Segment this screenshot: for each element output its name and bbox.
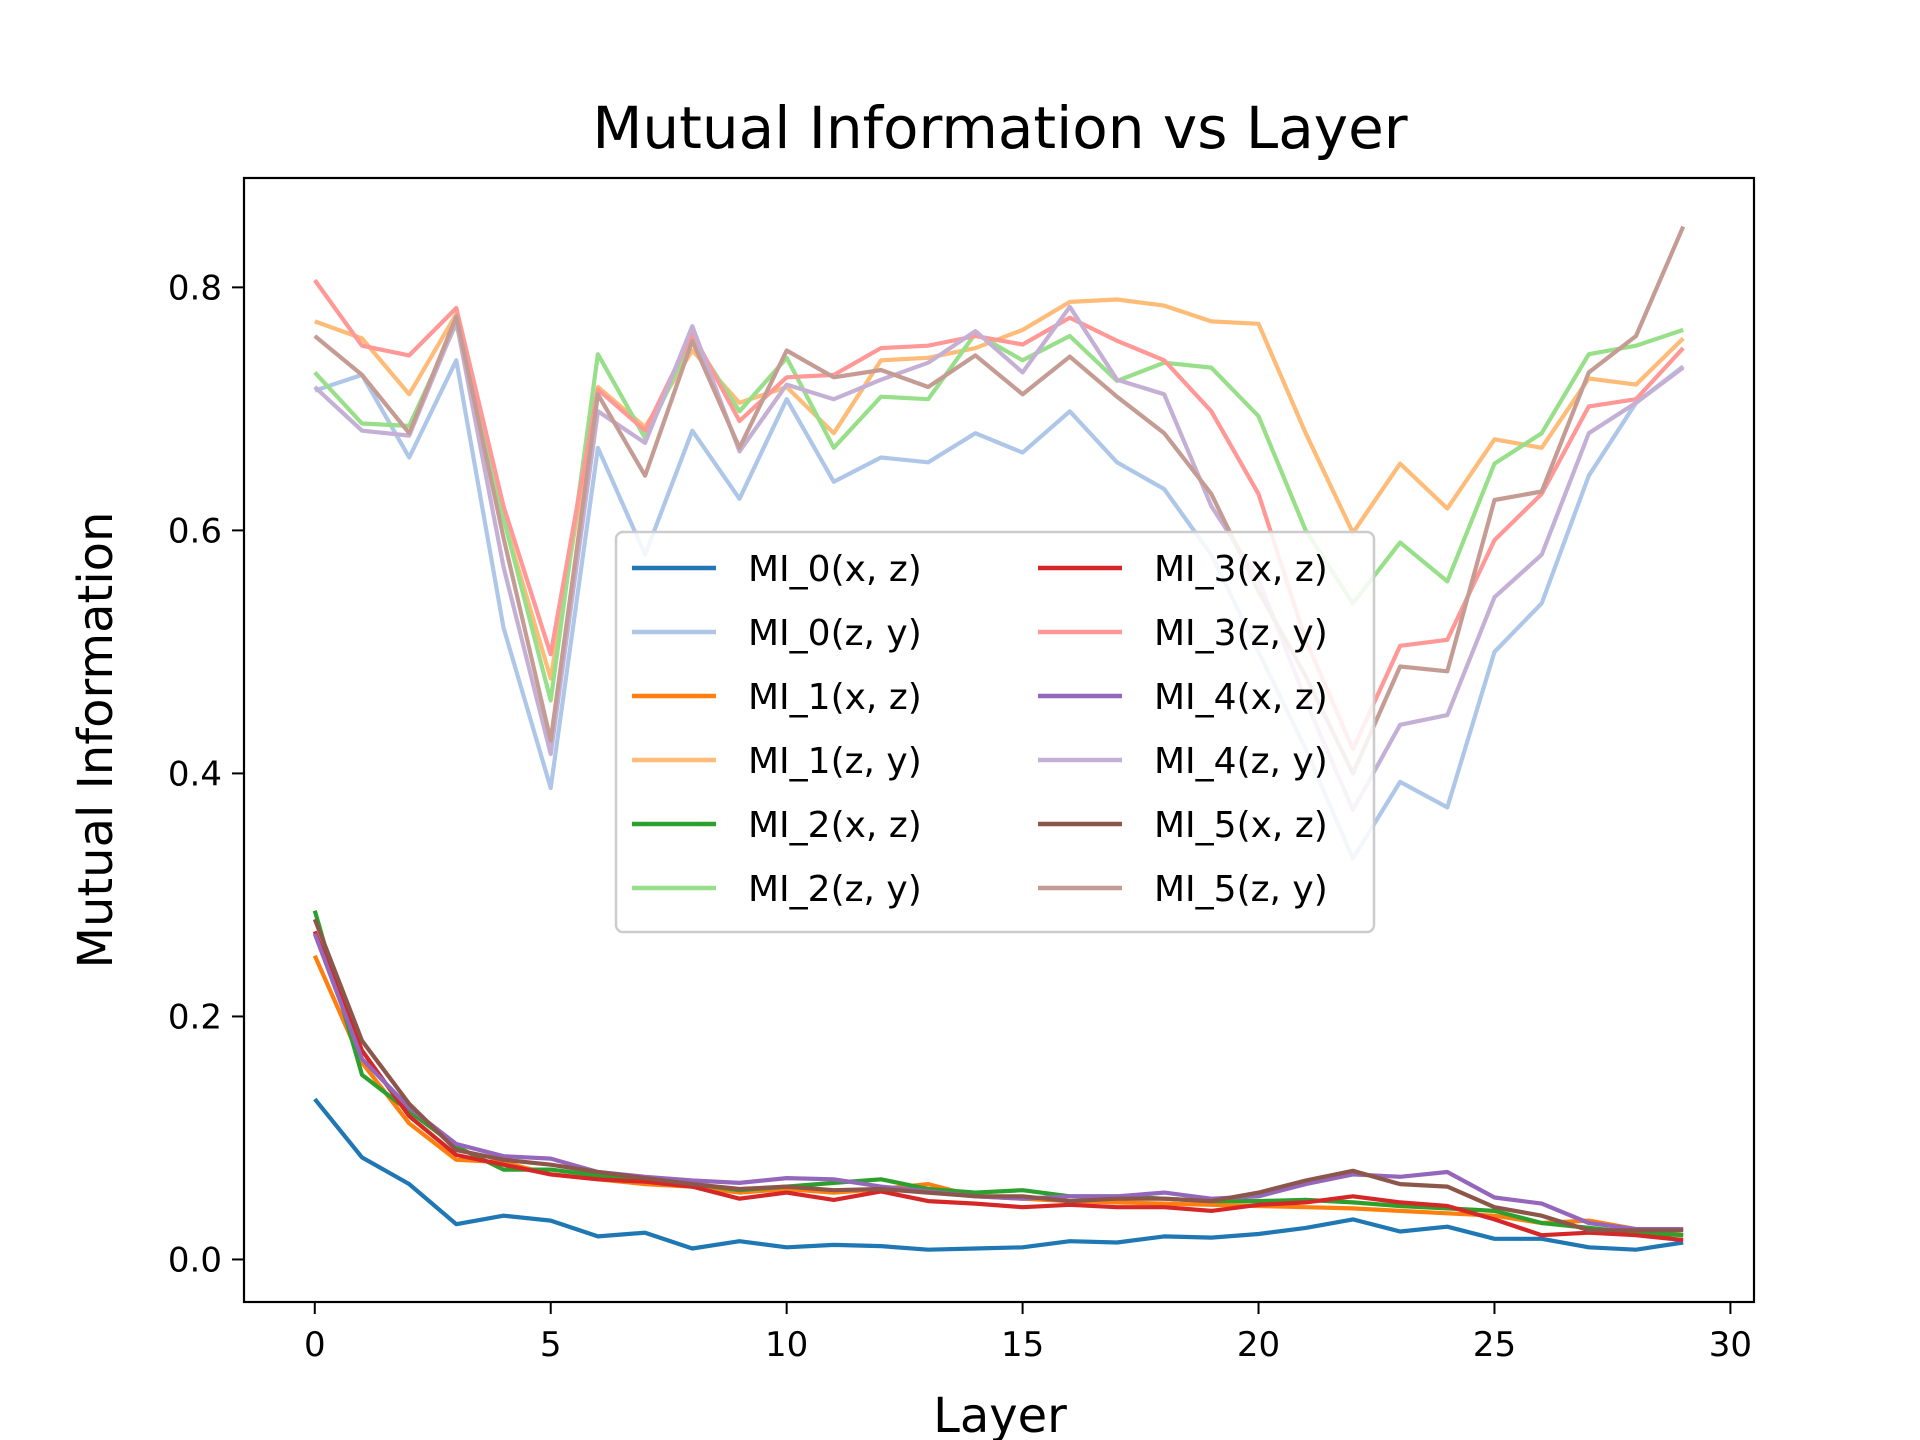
y-tick-label: 0.8 bbox=[168, 268, 222, 308]
x-tick-label: 0 bbox=[304, 1325, 326, 1365]
legend-label: MI_3(x, z) bbox=[1154, 549, 1328, 590]
y-tick-label: 0.2 bbox=[168, 997, 222, 1037]
legend-label: MI_4(z, y) bbox=[1154, 741, 1328, 782]
legend-label: MI_4(x, z) bbox=[1154, 677, 1328, 718]
legend-label: MI_2(z, y) bbox=[748, 869, 922, 910]
legend-label: MI_5(x, z) bbox=[1154, 805, 1328, 846]
legend-label: MI_3(z, y) bbox=[1154, 613, 1328, 654]
series-line-11 bbox=[313, 225, 1686, 776]
y-tick-label: 0.0 bbox=[168, 1240, 222, 1280]
y-tick-label: 0.6 bbox=[168, 511, 222, 551]
x-tick-label: 25 bbox=[1473, 1325, 1516, 1365]
series-line-10 bbox=[312, 918, 1684, 1233]
series-line-7 bbox=[313, 278, 1685, 752]
y-axis-title: Mutual Information bbox=[68, 512, 124, 969]
legend-label: MI_0(z, y) bbox=[748, 613, 922, 654]
x-tick-label: 15 bbox=[1001, 1325, 1044, 1365]
chart-title: Mutual Information vs Layer bbox=[592, 94, 1407, 162]
plot-frame bbox=[242, 176, 1756, 1304]
x-tick-label: 5 bbox=[540, 1325, 562, 1365]
x-tick-label: 10 bbox=[765, 1325, 808, 1365]
series-line-9 bbox=[313, 304, 1685, 813]
x-tick-label: 30 bbox=[1709, 1325, 1752, 1365]
tick-layer: 0 5 10 15 20 25 30 0.0 0.2 0.4 0.6 0.8 bbox=[168, 268, 1752, 1365]
series-line-1 bbox=[314, 358, 1685, 861]
legend-label: MI_1(x, z) bbox=[748, 677, 922, 718]
series-layer bbox=[312, 225, 1686, 1252]
legend-box bbox=[614, 530, 1376, 934]
y-tick-label: 0.4 bbox=[168, 754, 222, 794]
legend: MI_0(x, z) MI_0(z, y) MI_1(x, z) MI_1(z, y)… bbox=[614, 530, 1376, 934]
legend-label: MI_0(x, z) bbox=[748, 549, 922, 590]
legend-label: MI_5(z, y) bbox=[1154, 869, 1328, 910]
legend-label: MI_1(z, y) bbox=[748, 741, 922, 782]
x-tick-label: 20 bbox=[1237, 1325, 1280, 1365]
legend-label: MI_2(x, z) bbox=[748, 805, 922, 846]
x-axis-title: Layer bbox=[933, 1388, 1067, 1440]
series-line-0 bbox=[313, 1097, 1684, 1252]
series-line-6 bbox=[312, 930, 1684, 1243]
series-line-5 bbox=[313, 321, 1684, 703]
